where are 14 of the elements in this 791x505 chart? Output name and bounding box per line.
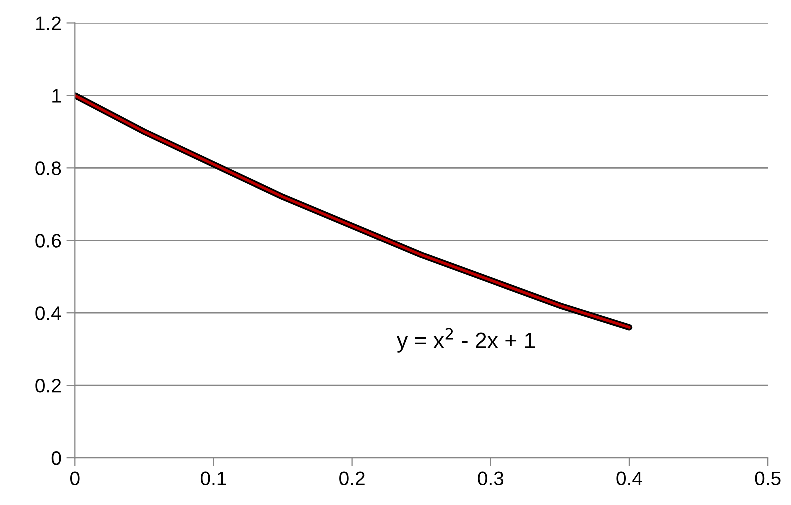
y-tick-label: 0.2 xyxy=(36,379,61,393)
x-tick-label: 0.2 xyxy=(340,472,365,486)
y-tick-label: 0 xyxy=(52,452,62,466)
x-tick-label: 0.1 xyxy=(200,472,226,486)
y-tick-label: 1 xyxy=(52,89,62,103)
annotation: y = x$^{2}$ - 2x + 1 xyxy=(397,328,536,353)
y-tick-label: 0.6 xyxy=(36,234,62,248)
y-tick-label: 0.4 xyxy=(36,306,62,320)
x-tick-label: 0.4 xyxy=(616,472,642,486)
y-tick-label: 1.2 xyxy=(36,16,61,30)
y-tick-label: 0.8 xyxy=(36,162,62,176)
x-tick-label: 0.5 xyxy=(755,472,781,486)
x-tick-label: 0 xyxy=(70,472,80,486)
x-tick-label: 0.3 xyxy=(478,472,504,486)
